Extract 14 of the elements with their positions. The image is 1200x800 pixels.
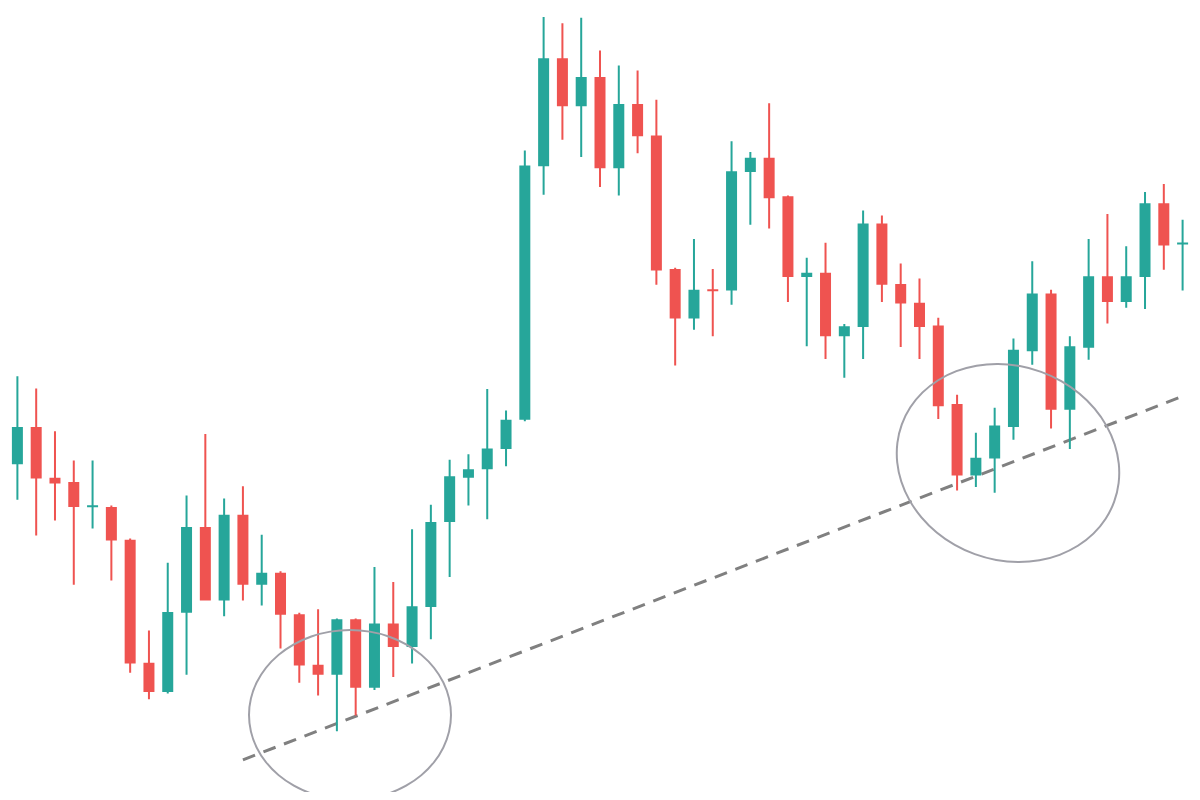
candlestick (838, 324, 850, 378)
candlestick (68, 460, 80, 585)
candlestick (1101, 214, 1113, 324)
candlestick (744, 151, 756, 225)
candlestick (801, 257, 813, 347)
candlestick (707, 269, 719, 337)
candlestick (87, 460, 99, 529)
candlestick (49, 431, 61, 521)
candlestick (481, 389, 493, 520)
candlestick (1177, 219, 1189, 291)
candlestick (575, 17, 587, 157)
candlestick (256, 534, 268, 606)
candlestick (312, 609, 324, 696)
candlestick (462, 454, 474, 506)
